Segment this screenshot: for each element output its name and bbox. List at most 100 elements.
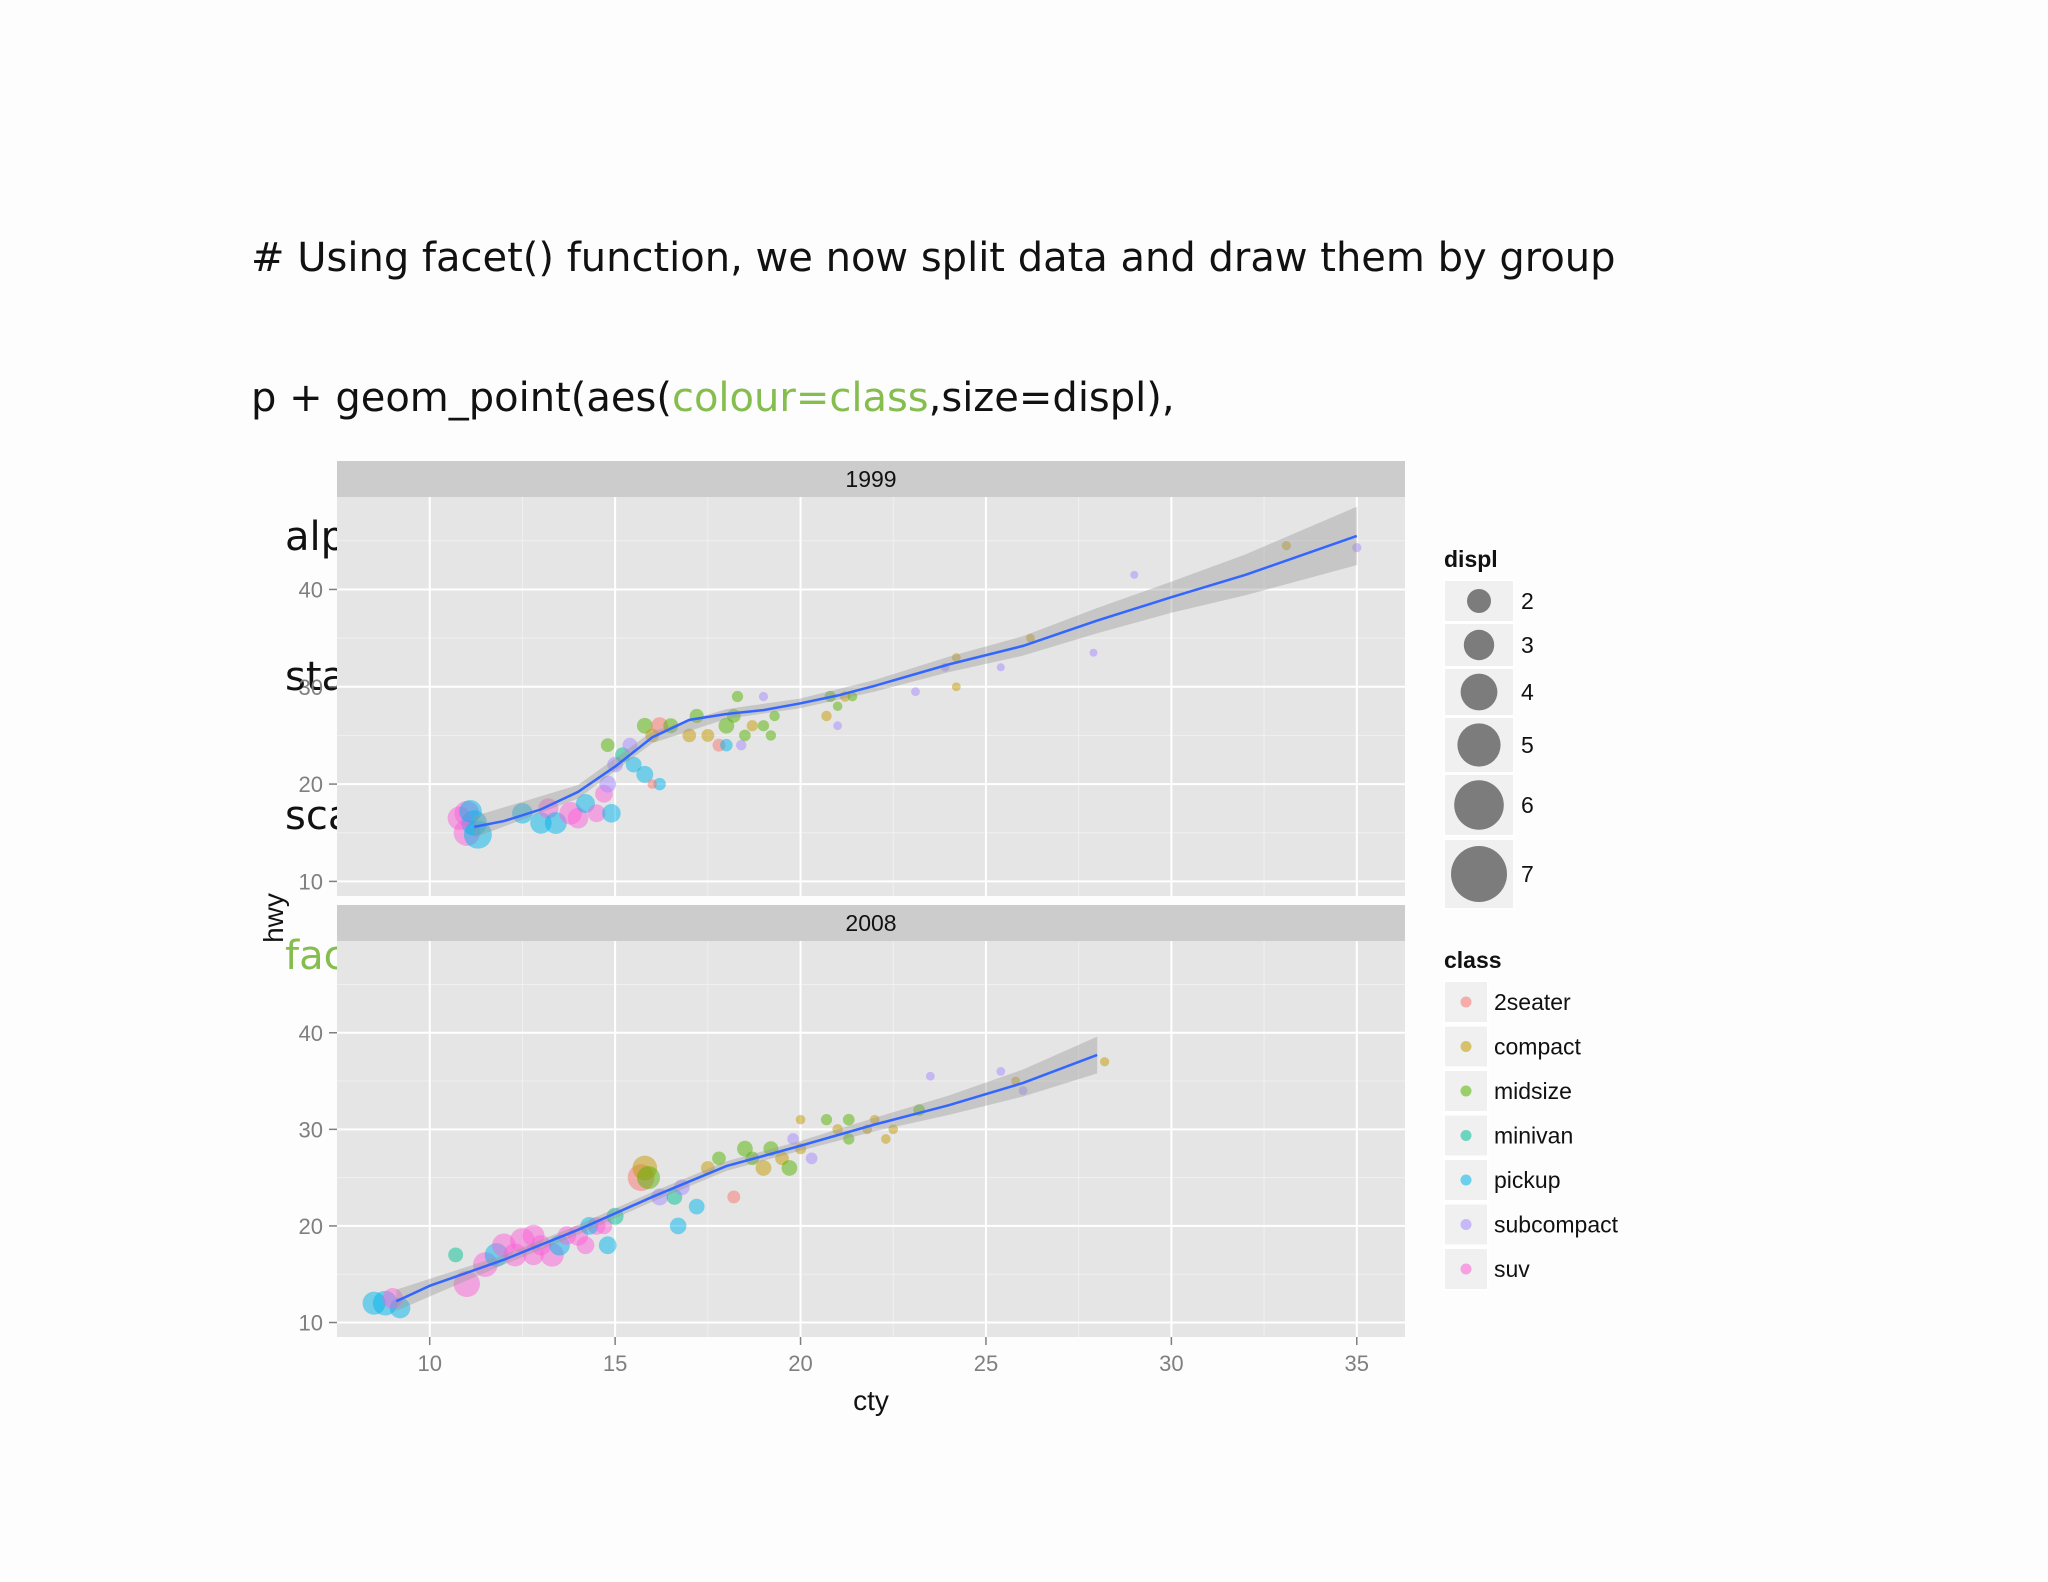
data-point-midsize bbox=[712, 1151, 726, 1166]
legend-displ-swatch bbox=[1460, 673, 1498, 711]
legend-class-label: minivan bbox=[1494, 1123, 1573, 1149]
code-line-2-highlight: colour=class bbox=[671, 374, 929, 421]
data-point-compact bbox=[795, 1114, 806, 1125]
x-tick-label: 10 bbox=[417, 1351, 441, 1376]
data-point-subcompact bbox=[911, 687, 920, 697]
data-point-2seater bbox=[651, 717, 669, 735]
legend-displ-label: 2 bbox=[1521, 588, 1534, 614]
legend-displ-swatch bbox=[1454, 780, 1504, 830]
data-point-compact bbox=[951, 682, 961, 692]
data-point-pickup bbox=[602, 803, 621, 823]
legend-class-swatch bbox=[1460, 1085, 1472, 1097]
legend-class-swatch bbox=[1460, 1041, 1472, 1052]
legend-displ-title: displ bbox=[1444, 546, 1498, 572]
data-point-midsize bbox=[636, 1166, 661, 1190]
x-tick-label: 35 bbox=[1345, 1351, 1369, 1376]
data-point-pickup bbox=[459, 800, 482, 823]
legend-displ-swatch bbox=[1463, 629, 1495, 661]
x-tick-label: 30 bbox=[1159, 1351, 1183, 1376]
data-point-subcompact bbox=[1018, 1086, 1028, 1096]
data-point-subcompact bbox=[833, 721, 843, 731]
data-point-subcompact bbox=[925, 1071, 935, 1081]
x-tick-label: 20 bbox=[788, 1351, 812, 1376]
facet-strip-label: 1999 bbox=[845, 466, 896, 492]
x-tick-label: 15 bbox=[603, 1351, 627, 1376]
data-point-pickup bbox=[636, 765, 654, 783]
smooth-line bbox=[395, 1053, 1098, 1303]
data-point-subcompact bbox=[787, 1133, 799, 1145]
data-point-midsize bbox=[781, 1160, 798, 1176]
data-point-subcompact bbox=[622, 737, 638, 753]
data-point-subcompact bbox=[1352, 542, 1362, 553]
legend-class-label: compact bbox=[1494, 1034, 1582, 1060]
y-tick-label: 20 bbox=[299, 1214, 323, 1239]
data-point-subcompact bbox=[758, 691, 769, 702]
legend-displ-label: 3 bbox=[1521, 632, 1534, 658]
legend-class-swatch bbox=[1460, 1174, 1472, 1186]
legend-displ: displ 2 3 4 5 6 7 bbox=[1443, 546, 1534, 910]
code-line-1: # Using facet() function, we now split d… bbox=[251, 235, 1616, 281]
data-point-subcompact bbox=[1130, 570, 1139, 579]
data-point-compact bbox=[832, 1124, 843, 1135]
data-point-subcompact bbox=[735, 739, 747, 751]
data-point-suv bbox=[453, 1270, 480, 1298]
facet-panel-1999: 1999 10 20 30 40 bbox=[299, 461, 1405, 896]
data-point-midsize bbox=[765, 730, 777, 741]
smooth-confidence-band bbox=[396, 1036, 1098, 1311]
facet-strip bbox=[337, 461, 1405, 497]
data-point-2seater bbox=[647, 779, 658, 789]
facet-panel-2008: 2008 10 20 30 40 bbox=[299, 905, 1405, 1337]
code-line-2-prefix: p + geom_point(aes( bbox=[251, 374, 672, 421]
data-point-subcompact bbox=[996, 1066, 1006, 1076]
legend-class-label: pickup bbox=[1494, 1167, 1560, 1193]
legend-class: class 2seater compact midsize minivan pickup… bbox=[1443, 947, 1619, 1291]
legend-class-label: 2seater bbox=[1494, 989, 1571, 1015]
data-point-compact bbox=[888, 1124, 899, 1135]
data-point-pickup bbox=[625, 756, 642, 773]
y-tick-label: 40 bbox=[299, 577, 323, 602]
data-point-pickup bbox=[688, 1198, 705, 1215]
x-axis: 10 15 20 25 30 35 bbox=[417, 1337, 1369, 1376]
y-tick-label: 30 bbox=[299, 675, 323, 700]
smooth-line bbox=[473, 534, 1358, 829]
data-point-pickup bbox=[720, 738, 733, 752]
data-point-midsize bbox=[832, 701, 843, 712]
data-point-suv bbox=[382, 1288, 403, 1309]
data-point-midsize bbox=[842, 1113, 855, 1126]
data-point-compact bbox=[755, 1160, 772, 1176]
panel-background bbox=[337, 941, 1405, 1337]
panel-background bbox=[337, 497, 1405, 896]
data-point-2seater bbox=[727, 1190, 741, 1204]
legend-class-swatch bbox=[1460, 1219, 1472, 1230]
legend-class-label: suv bbox=[1494, 1256, 1530, 1282]
data-point-compact bbox=[746, 720, 758, 732]
data-point-pickup bbox=[598, 1236, 617, 1255]
legend-class-key bbox=[1443, 1113, 1489, 1158]
data-point-midsize bbox=[847, 691, 858, 702]
data-point-minivan bbox=[448, 1247, 464, 1263]
y-tick-label: 20 bbox=[299, 772, 323, 797]
data-point-pickup bbox=[362, 1291, 386, 1315]
legend-class-key bbox=[1443, 1158, 1489, 1202]
y-tick-label: 40 bbox=[299, 1021, 323, 1046]
legend-displ-label: 6 bbox=[1521, 792, 1534, 818]
data-point-compact bbox=[1281, 541, 1291, 551]
data-point-midsize bbox=[731, 690, 744, 703]
legend-class-label: subcompact bbox=[1494, 1212, 1619, 1238]
y-tick-label: 30 bbox=[299, 1117, 323, 1142]
data-point-compact bbox=[682, 728, 697, 743]
data-point-subcompact bbox=[599, 775, 617, 793]
code-line-2-suffix: ,size=displ), bbox=[928, 374, 1175, 421]
legend-displ-swatch bbox=[1457, 723, 1501, 767]
code-line-2: p + geom_point(aes(colour=class,size=dis… bbox=[251, 375, 1616, 422]
data-point-compact bbox=[821, 710, 832, 722]
facet-strip bbox=[337, 905, 1405, 941]
data-point-subcompact bbox=[805, 1152, 818, 1165]
data-point-midsize bbox=[843, 1133, 855, 1145]
data-point-midsize bbox=[600, 738, 615, 753]
legend-class-title: class bbox=[1444, 947, 1502, 973]
data-point-midsize bbox=[820, 1114, 833, 1126]
data-point-midsize bbox=[769, 710, 780, 722]
data-point-compact bbox=[869, 1114, 880, 1125]
